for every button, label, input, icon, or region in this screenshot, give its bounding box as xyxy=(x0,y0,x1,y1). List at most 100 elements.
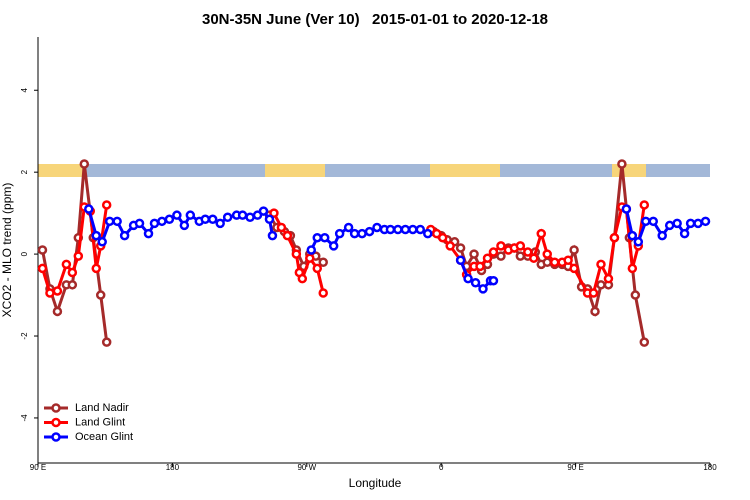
point xyxy=(445,241,455,251)
point xyxy=(627,230,638,241)
point xyxy=(104,216,115,227)
land-ocean-strip xyxy=(38,164,710,177)
point xyxy=(385,224,396,235)
point xyxy=(569,245,579,255)
point xyxy=(488,275,499,286)
x-tick-label: 90 E xyxy=(30,463,46,472)
point xyxy=(267,230,278,241)
point xyxy=(633,237,644,247)
point xyxy=(455,255,466,265)
point xyxy=(542,257,552,268)
series-line xyxy=(41,204,646,295)
y-tick-label: 0 xyxy=(20,251,29,256)
x-axis-label: Longitude xyxy=(349,476,402,490)
point xyxy=(463,273,473,284)
legend-item: Land Glint xyxy=(44,416,125,428)
point xyxy=(679,228,690,239)
point xyxy=(563,255,573,265)
point xyxy=(207,214,218,225)
point xyxy=(515,241,526,251)
point xyxy=(282,230,293,241)
point xyxy=(596,280,606,290)
point xyxy=(364,226,375,237)
point xyxy=(185,210,196,220)
point xyxy=(639,200,650,210)
point xyxy=(291,249,302,259)
point xyxy=(536,228,547,239)
point xyxy=(334,228,345,239)
point xyxy=(423,228,433,239)
point xyxy=(627,263,638,274)
point xyxy=(101,200,112,210)
point xyxy=(297,273,308,284)
point xyxy=(164,214,175,225)
point xyxy=(306,245,317,255)
ocean-strip xyxy=(38,164,710,177)
point xyxy=(569,263,579,274)
point xyxy=(470,278,481,288)
point xyxy=(478,284,488,294)
point xyxy=(245,212,255,222)
point xyxy=(258,206,269,216)
land-strip xyxy=(612,164,646,177)
land-strip xyxy=(430,164,500,177)
point xyxy=(61,259,72,270)
point xyxy=(200,214,211,225)
point xyxy=(515,251,526,261)
point xyxy=(415,224,426,235)
point xyxy=(67,267,78,278)
y-tick-label: 2 xyxy=(20,169,29,174)
point xyxy=(343,222,354,233)
point xyxy=(431,228,442,239)
point xyxy=(693,218,703,229)
point xyxy=(648,216,659,227)
legend-label: Land Nadir xyxy=(75,402,129,414)
point xyxy=(95,290,106,300)
legend-marker xyxy=(51,432,61,442)
point xyxy=(664,220,675,231)
point xyxy=(149,218,160,229)
point xyxy=(52,306,63,317)
point xyxy=(349,228,360,239)
point xyxy=(172,210,182,220)
y-tick-label: 4 xyxy=(20,87,29,92)
point xyxy=(91,263,101,274)
point xyxy=(657,230,667,241)
x-tick-label: 180 xyxy=(166,463,180,472)
point xyxy=(73,251,84,261)
point xyxy=(408,224,418,235)
point xyxy=(312,263,323,274)
x-tick-label: 90 E xyxy=(567,463,583,472)
point xyxy=(179,220,190,231)
y-axis-label: XCO2 - MLO trend (ppm) xyxy=(0,183,14,318)
point xyxy=(549,257,560,268)
point xyxy=(523,247,533,257)
point xyxy=(237,210,248,220)
point xyxy=(596,259,606,270)
point xyxy=(276,222,287,233)
point xyxy=(84,204,94,214)
series-line xyxy=(41,163,646,343)
point xyxy=(529,253,539,263)
point xyxy=(222,212,233,222)
legend-item: Ocean Glint xyxy=(44,431,133,443)
point xyxy=(37,263,48,274)
point xyxy=(318,257,328,268)
point xyxy=(79,159,90,169)
point xyxy=(672,218,682,229)
point xyxy=(67,280,78,290)
point xyxy=(641,216,651,227)
point xyxy=(37,245,48,255)
x-tick-label: 0 xyxy=(439,463,444,472)
legend-label: Ocean Glint xyxy=(75,431,133,443)
land-strip xyxy=(38,164,86,177)
y-tick-label: -4 xyxy=(20,414,29,422)
x-tick-label: 180 xyxy=(703,463,717,472)
point xyxy=(269,208,279,218)
point xyxy=(157,216,167,227)
point xyxy=(482,253,493,263)
point xyxy=(215,218,225,229)
point xyxy=(609,232,620,243)
point xyxy=(119,230,130,241)
